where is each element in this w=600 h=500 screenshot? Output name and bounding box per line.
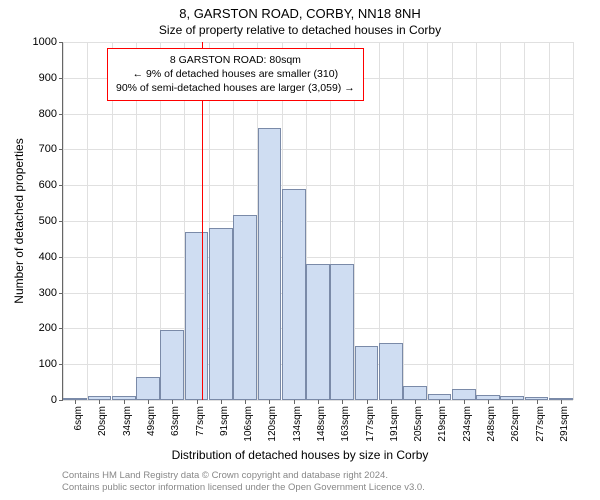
y-tick-label: 600 <box>39 179 63 191</box>
y-tick-label: 700 <box>39 143 63 155</box>
callout-line: 8 GARSTON ROAD: 80sqm <box>116 53 355 67</box>
x-tick-label: 205sqm <box>413 406 424 442</box>
y-tick-label: 0 <box>51 394 63 406</box>
histogram-bar <box>185 232 209 400</box>
histogram-bar <box>136 377 160 400</box>
y-tick-label: 400 <box>39 251 63 263</box>
y-axis-label: Number of detached properties <box>12 138 26 303</box>
x-tick-label: 163sqm <box>340 406 351 442</box>
x-tick-label: 49sqm <box>146 406 157 436</box>
y-tick-label: 1000 <box>33 36 63 48</box>
plot-area: 010020030040050060070080090010006sqm20sq… <box>62 42 573 401</box>
histogram-bar <box>379 343 403 400</box>
x-tick-label: 262sqm <box>510 406 521 442</box>
histogram-bar <box>330 264 354 400</box>
x-tick-label: 34sqm <box>122 406 133 436</box>
x-tick-label: 234sqm <box>462 406 473 442</box>
x-tick-label: 191sqm <box>389 406 400 442</box>
y-tick-label: 100 <box>39 358 63 370</box>
y-tick-label: 500 <box>39 215 63 227</box>
page-title: 8, GARSTON ROAD, CORBY, NN18 8NH <box>0 0 600 21</box>
highlight-callout: 8 GARSTON ROAD: 80sqm← 9% of detached ho… <box>107 48 364 101</box>
histogram-bar <box>355 346 379 400</box>
y-tick-label: 200 <box>39 322 63 334</box>
gridline-h <box>63 185 573 186</box>
x-tick-label: 219sqm <box>437 406 448 442</box>
histogram-bar <box>258 128 282 400</box>
histogram-bar <box>306 264 330 400</box>
x-axis-label: Distribution of detached houses by size … <box>0 448 600 462</box>
y-tick-label: 900 <box>39 72 63 84</box>
gridline-h <box>63 221 573 222</box>
x-tick-label: 248sqm <box>486 406 497 442</box>
histogram-bar <box>160 330 184 400</box>
x-tick-label: 134sqm <box>292 406 303 442</box>
gridline-h <box>63 114 573 115</box>
y-tick-label: 300 <box>39 287 63 299</box>
callout-line: 90% of semi-detached houses are larger (… <box>116 81 355 95</box>
histogram-bar <box>452 389 476 400</box>
x-tick-label: 63sqm <box>170 406 181 436</box>
histogram-bar <box>209 228 233 400</box>
gridline-h <box>63 149 573 150</box>
histogram-bar <box>233 215 257 400</box>
histogram-bar <box>403 386 427 400</box>
x-tick-label: 291sqm <box>559 406 570 442</box>
x-tick-label: 6sqm <box>73 406 84 430</box>
footer-line: Contains HM Land Registry data © Crown c… <box>62 470 580 482</box>
gridline-h <box>63 42 573 43</box>
x-tick-label: 106sqm <box>243 406 254 442</box>
chart-container: 8, GARSTON ROAD, CORBY, NN18 8NH Size of… <box>0 0 600 500</box>
footer-line: Contains public sector information licen… <box>62 482 580 494</box>
histogram-bar <box>282 189 306 400</box>
page-subtitle: Size of property relative to detached ho… <box>0 21 600 37</box>
x-tick-label: 20sqm <box>97 406 108 436</box>
gridline-h <box>63 257 573 258</box>
x-tick-label: 177sqm <box>365 406 376 442</box>
x-tick-label: 120sqm <box>267 406 278 442</box>
x-tick-label: 148sqm <box>316 406 327 442</box>
x-tick-label: 277sqm <box>535 406 546 442</box>
x-tick-label: 91sqm <box>219 406 230 436</box>
y-tick-label: 800 <box>39 108 63 120</box>
footer-attribution: Contains HM Land Registry data © Crown c… <box>62 470 580 494</box>
callout-line: ← 9% of detached houses are smaller (310… <box>116 67 355 81</box>
x-tick-label: 77sqm <box>195 406 206 436</box>
